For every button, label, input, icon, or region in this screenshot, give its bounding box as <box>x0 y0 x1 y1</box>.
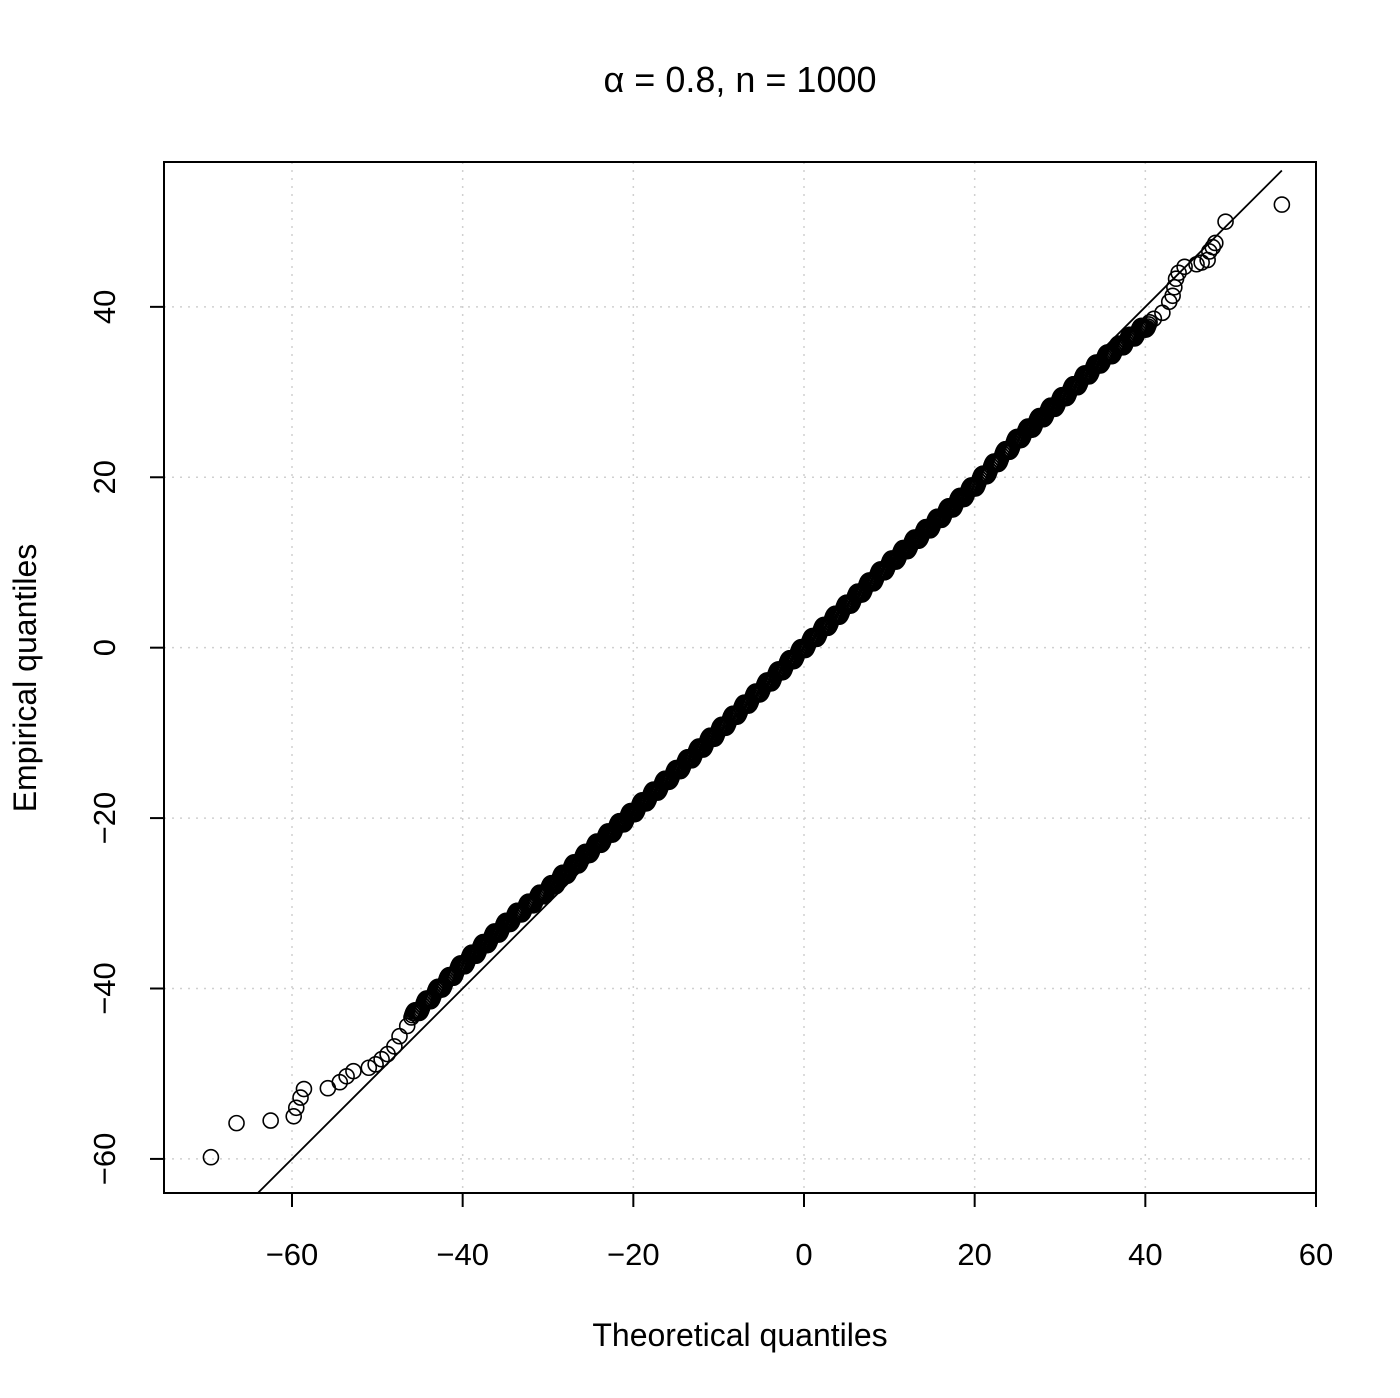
data-point <box>1164 287 1181 305</box>
y-axis: −60 −40 −20 0 20 40 <box>87 290 165 1186</box>
data-point <box>1170 264 1187 282</box>
x-tick-label: 0 <box>795 1237 812 1272</box>
chart-title: α = 0.8, n = 1000 <box>603 59 876 100</box>
data-point <box>345 1062 362 1080</box>
data-point <box>1207 234 1224 252</box>
data-points <box>202 196 1291 1166</box>
data-point <box>1273 196 1291 213</box>
data-point <box>292 1089 309 1106</box>
data-point <box>202 1148 220 1166</box>
data-point <box>1201 243 1218 260</box>
x-tick-label: −40 <box>436 1237 489 1272</box>
data-point <box>285 1108 303 1125</box>
plot-frame <box>163 161 1317 1194</box>
data-point <box>1204 238 1222 256</box>
x-tick-label: −20 <box>607 1237 660 1272</box>
data-point <box>386 1038 403 1055</box>
data-point <box>1141 313 1158 331</box>
y-tick-label: −40 <box>87 962 122 1015</box>
x-axis: −60 −40 −20 0 20 40 60 <box>266 1192 1333 1272</box>
data-point <box>1217 213 1234 230</box>
x-tick-label: 60 <box>1299 1237 1333 1272</box>
data-point <box>228 1114 245 1132</box>
data-point <box>367 1056 384 1073</box>
data-point <box>1176 258 1193 276</box>
x-axis-title: Theoretical quantiles <box>592 1317 887 1353</box>
grid-lines <box>164 162 1317 1193</box>
data-point <box>287 1099 305 1117</box>
data-point <box>398 1017 416 1035</box>
y-axis-title: Empirical quantiles <box>7 544 43 813</box>
y-tick-label: −20 <box>87 792 122 845</box>
x-tick-label: −60 <box>266 1237 319 1272</box>
data-point <box>295 1080 313 1098</box>
x-tick-label: 20 <box>957 1237 991 1272</box>
data-point <box>262 1112 279 1129</box>
y-tick-label: −60 <box>87 1133 122 1186</box>
x-tick-label: 40 <box>1128 1237 1162 1272</box>
data-point <box>1145 310 1163 328</box>
y-tick-label: 0 <box>87 639 122 656</box>
data-point <box>373 1050 390 1068</box>
y-tick-label: 40 <box>87 290 122 324</box>
y-tick-label: 20 <box>87 460 122 494</box>
